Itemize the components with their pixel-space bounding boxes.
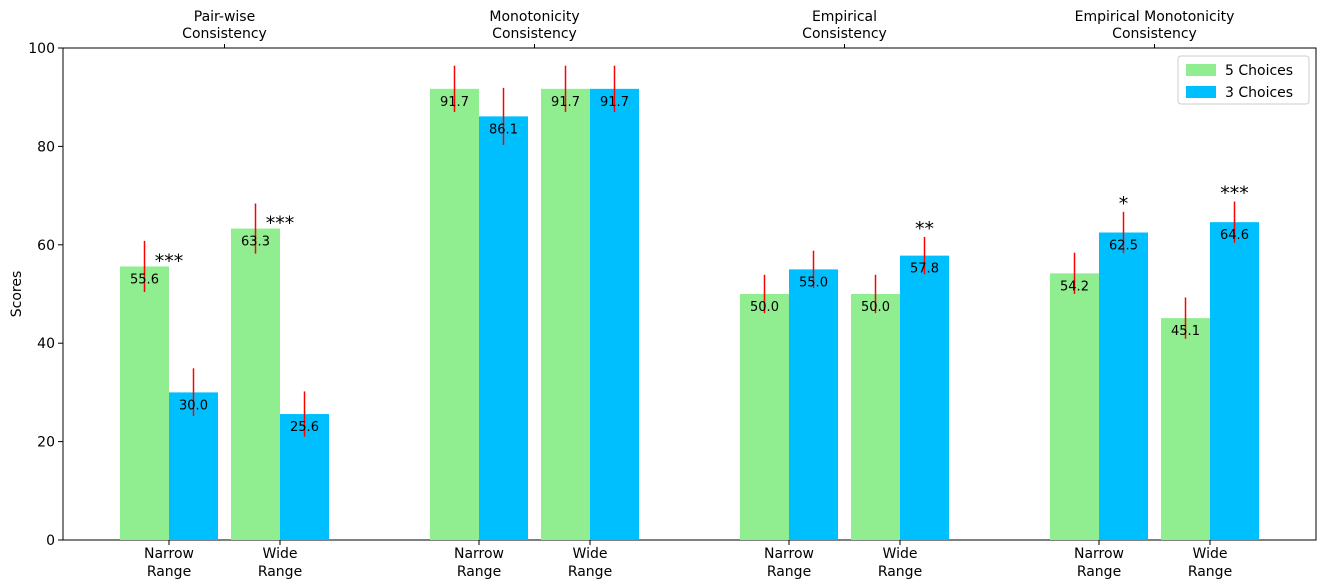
significance-label: *** [266, 213, 295, 235]
x-tick-label-line2: Range [767, 564, 811, 580]
y-tick-label: 100 [28, 41, 55, 57]
value-label: 50.0 [750, 300, 779, 315]
group-title-line2: Consistency [492, 26, 577, 42]
x-tick-label-line1: Narrow [1074, 546, 1124, 562]
legend-label: 3 Choices [1225, 85, 1293, 101]
value-label: 57.8 [910, 262, 939, 277]
y-tick-label: 0 [46, 533, 55, 549]
value-label: 86.1 [489, 122, 518, 137]
y-tick-label: 40 [37, 336, 55, 352]
value-label: 91.7 [600, 95, 629, 110]
significance-label: *** [1220, 183, 1249, 205]
bar-3-choices [479, 116, 528, 540]
group-title-line1: Empirical [812, 9, 877, 25]
x-tick-label-line1: Wide [1193, 546, 1228, 562]
value-label: 25.6 [290, 420, 319, 435]
x-tick-label-line2: Range [147, 564, 191, 580]
bar-5-choices [1161, 318, 1210, 540]
value-label: 64.6 [1220, 228, 1249, 243]
significance-label: * [1119, 193, 1129, 215]
value-label: 55.6 [130, 272, 159, 287]
bar-3-choices [1099, 232, 1148, 540]
value-label: 91.7 [551, 95, 580, 110]
x-tick-label-line1: Narrow [144, 546, 194, 562]
y-tick-label: 80 [37, 139, 55, 155]
value-label: 55.0 [799, 275, 828, 290]
value-label: 54.2 [1060, 279, 1089, 294]
group-title-line1: Empirical Monotonicity [1075, 9, 1235, 25]
plot-frame [62, 47, 1317, 541]
bar-3-choices [169, 392, 218, 540]
legend-swatch-3-choices [1186, 86, 1216, 98]
x-tick-label-line1: Narrow [764, 546, 814, 562]
group-title-line1: Pair-wise [194, 9, 255, 25]
bar-3-choices [1210, 222, 1259, 540]
x-tick-label-line2: Range [258, 564, 302, 580]
x-tick-label-line2: Range [457, 564, 501, 580]
value-label: 45.1 [1171, 324, 1200, 339]
x-tick-label-line2: Range [1077, 564, 1121, 580]
bar-5-choices [740, 294, 789, 540]
group-title-line2: Consistency [182, 26, 267, 42]
value-label: 63.3 [241, 235, 270, 250]
x-tick-label-line1: Narrow [454, 546, 504, 562]
significance-label: ** [915, 218, 934, 240]
bar-5-choices [120, 266, 169, 540]
x-tick-label-line2: Range [1188, 564, 1232, 580]
value-label: 62.5 [1109, 239, 1138, 254]
group-title-line2: Consistency [802, 26, 887, 42]
bar-5-choices [851, 294, 900, 540]
bar-5-choices [430, 88, 479, 540]
bar-5-choices [231, 228, 280, 540]
legend-swatch-5-choices [1186, 64, 1216, 76]
bar-3-choices [900, 255, 949, 540]
x-tick-label-line1: Wide [573, 546, 608, 562]
bar-3-choices [789, 269, 838, 540]
bar-5-choices [541, 88, 590, 540]
x-tick-label-line1: Wide [883, 546, 918, 562]
value-label: 30.0 [179, 398, 208, 413]
x-tick-label-line2: Range [568, 564, 612, 580]
x-tick-label-line2: Range [878, 564, 922, 580]
y-axis-label: Scores [9, 271, 25, 318]
value-label: 50.0 [861, 300, 890, 315]
x-tick-label-line1: Wide [263, 546, 298, 562]
y-tick-label: 20 [37, 435, 55, 451]
y-tick-label: 60 [37, 238, 55, 254]
plot-area: 020406080100ScoresPair-wiseConsistencyNa… [9, 9, 1317, 580]
value-label: 91.7 [440, 95, 469, 110]
bar-3-choices [590, 88, 639, 540]
group-title-line1: Monotonicity [489, 9, 579, 25]
significance-label: *** [155, 250, 184, 272]
group-title-line2: Consistency [1112, 26, 1197, 42]
legend-label: 5 Choices [1225, 63, 1293, 79]
bar-5-choices [1050, 273, 1099, 540]
